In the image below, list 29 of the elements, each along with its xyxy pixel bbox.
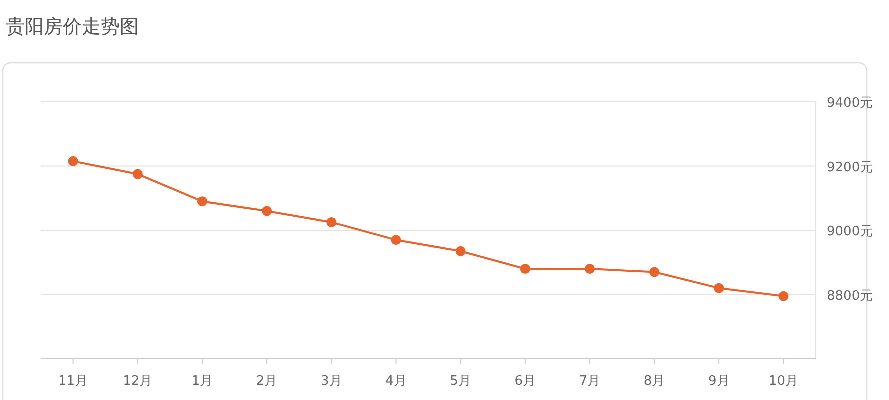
point xyxy=(778,291,789,302)
x-tick-label: 5月 xyxy=(450,374,472,389)
x-tick-label: 1月 xyxy=(192,374,214,389)
chart-title: 贵阳房价走势图 xyxy=(6,16,139,38)
x-tick-label: 4月 xyxy=(386,374,407,389)
x-tick-label: 6月 xyxy=(514,374,536,389)
x-tick-label: 10月 xyxy=(768,374,798,389)
y-tick-label: 9400元 xyxy=(827,96,874,111)
x-tick-label: 11月 xyxy=(58,374,88,389)
point xyxy=(326,217,337,228)
x-tick-label: 3月 xyxy=(320,374,342,389)
point xyxy=(68,156,78,166)
point xyxy=(262,206,272,216)
point xyxy=(520,264,530,274)
y-tick-label: 9200元 xyxy=(827,160,874,176)
point xyxy=(132,169,143,180)
x-tick-label: 8月 xyxy=(644,374,666,389)
point xyxy=(584,264,595,274)
x-tick-label: 12月 xyxy=(123,374,153,389)
point xyxy=(197,196,208,207)
x-tick-label: 2月 xyxy=(256,374,278,389)
x-tick-label: 7月 xyxy=(579,374,601,389)
x-tick-label: 9月 xyxy=(708,374,730,389)
point xyxy=(650,267,660,278)
point xyxy=(456,246,466,256)
point xyxy=(391,235,402,246)
point xyxy=(714,283,724,294)
y-tick-label: 9000元 xyxy=(827,224,874,240)
y-tick-label: 8800元 xyxy=(827,288,874,304)
